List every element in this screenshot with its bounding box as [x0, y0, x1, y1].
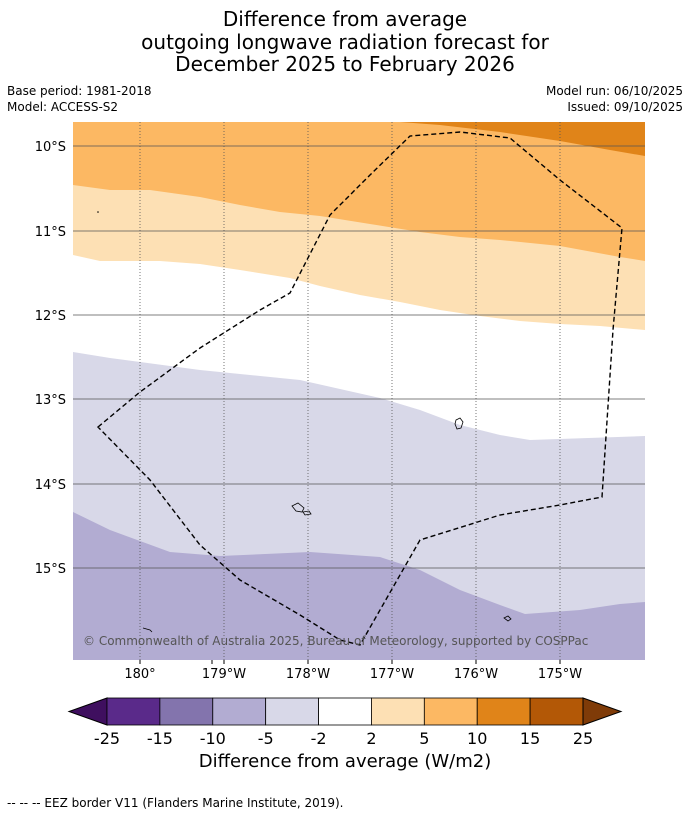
axis-ticks: [139, 660, 561, 664]
colorbar-swatch: [423, 697, 478, 726]
meta-left: Base period: 1981-2018 Model: ACCESS-S2: [7, 84, 152, 115]
lat-label: 15°S: [35, 562, 66, 577]
colorbar-swatch: [212, 697, 267, 726]
lat-label: 10°S: [35, 140, 66, 155]
colorbar-swatch: [106, 697, 161, 726]
lon-label: 179°W: [202, 667, 246, 682]
lat-label: 14°S: [35, 478, 66, 493]
chart-title: Difference from average outgoing longwav…: [0, 8, 690, 76]
colorbar-tick-label: -15: [147, 729, 173, 748]
colorbar-tick-label: 2: [366, 729, 376, 748]
lon-label: 178°W: [286, 667, 330, 682]
lon-label: 175°W: [538, 667, 582, 682]
lat-label: 11°S: [35, 225, 66, 240]
lon-label: 176°W: [454, 667, 498, 682]
colorbar-tick-label: -2: [311, 729, 327, 748]
colorbar-tick-label: -5: [258, 729, 274, 748]
colorbar-tick-label: -10: [200, 729, 226, 748]
colorbar-swatch: [265, 697, 319, 726]
island-wallis: [454, 417, 464, 430]
colorbar-tick-label: 25: [573, 729, 593, 748]
longitude-labels: 180° 179°W 178°W 177°W 176°W 175°W: [124, 667, 582, 682]
latitude-gridlines: [73, 145, 645, 569]
colorbar-tick-label: -25: [94, 729, 120, 748]
lon-label: 180°: [124, 667, 155, 682]
colorbar-label: Difference from average (W/m2): [198, 751, 492, 772]
base-period: Base period: 1981-2018: [7, 84, 152, 98]
colorbar-extend-low: [67, 697, 108, 726]
footer-note: -- -- -- EEZ border V11 (Flanders Marine…: [7, 796, 344, 810]
title-line-2: outgoing longwave radiation forecast for: [141, 29, 549, 54]
colorbar-tick-label: 15: [520, 729, 540, 748]
island-dot: [97, 211, 99, 213]
colorbar-tick-label: 5: [419, 729, 429, 748]
island-small-west: [142, 627, 153, 633]
latitude-labels: 10°S 11°S 12°S 13°S 14°S 15°S: [35, 140, 66, 577]
colorbar-extend-high: [582, 697, 623, 726]
map-area: © Commonwealth of Australia 2025, Bureau…: [73, 122, 645, 660]
lon-label: 177°W: [370, 667, 414, 682]
colorbar-swatch: [476, 697, 531, 726]
model-run: Model run: 06/10/2025: [545, 84, 683, 98]
title-line-3: December 2025 to February 2026: [175, 52, 515, 76]
lat-label: 13°S: [35, 393, 66, 408]
band-dark-orange: [400, 122, 645, 156]
title-line-1: Difference from average: [222, 7, 468, 31]
lat-label: 12°S: [35, 309, 66, 324]
island-futuna: [291, 502, 305, 513]
colorbar-tick-label: 10: [467, 729, 487, 748]
eez-border: [96, 131, 623, 646]
band-orange: [73, 122, 645, 261]
colorbar-swatch: [371, 697, 425, 726]
issued-date: Issued: 09/10/2025: [567, 99, 683, 114]
colorbar-swatch: [529, 697, 584, 726]
colorbar-swatch: [318, 697, 372, 726]
copyright-text: © Commonwealth of Australia 2025, Bureau…: [83, 634, 588, 648]
band-purple: [73, 512, 645, 660]
colorbar: -25 -15 -10 -5 -2 2 5 10 15 25: [67, 697, 623, 748]
meta-right: Model run: 06/10/2025 Issued: 09/10/2025: [546, 84, 683, 115]
model-name: Model: ACCESS-S2: [7, 99, 119, 114]
island-small-east: [503, 615, 512, 622]
colorbar-swatch: [159, 697, 214, 726]
island-alofi: [302, 510, 312, 516]
